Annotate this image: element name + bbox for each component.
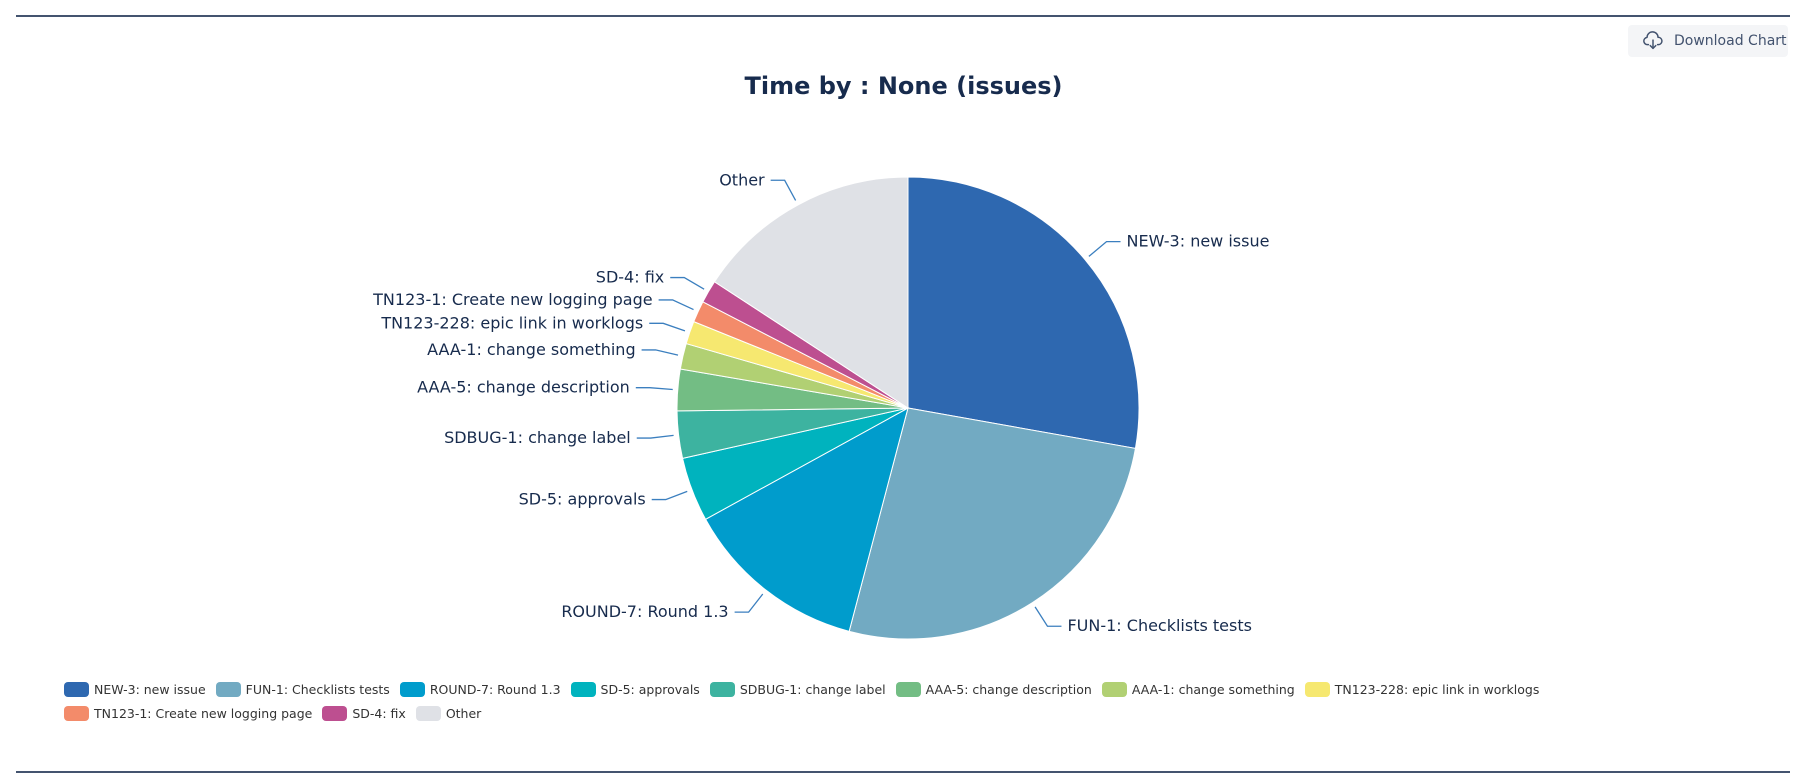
legend-label: Other [445, 705, 482, 721]
pie-slice[interactable] [704, 407, 909, 632]
slice-label: SD-5: approvals [519, 490, 646, 509]
legend-label: AAA-5: change description [925, 681, 1092, 697]
legend-label: ROUND-7: Round 1.3 [429, 681, 561, 697]
legend-swatch [709, 681, 735, 697]
legend-item[interactable]: ROUND-7: Round 1.3 [399, 680, 561, 698]
download-chart-button[interactable]: Download Chart [1628, 25, 1788, 57]
slice-label: NEW-3: new issue [1127, 232, 1270, 251]
legend-swatch [64, 681, 89, 697]
legend-label: SDBUG-1: change label [739, 681, 886, 697]
legend-label: TN123-228: epic link in worklogs [1334, 681, 1540, 697]
top-divider [16, 15, 1790, 17]
slice-label: SD-4: fix [596, 268, 664, 287]
legend-item[interactable]: NEW-3: new issue [64, 680, 206, 698]
chart-legend: NEW-3: new issue FUN-1: Checklists tests R… [64, 680, 1764, 722]
legend-item[interactable]: Other [415, 704, 482, 722]
slice-connector [641, 349, 679, 356]
cloud-download-icon [1643, 31, 1663, 50]
slice-label: TN123-228: epic link in worklogs [380, 313, 643, 332]
legend-item[interactable]: SD-4: fix [322, 704, 406, 722]
legend-label: FUN-1: Checklists tests [245, 681, 390, 697]
chart-title: Time by : None (issues) [744, 72, 1063, 100]
download-chart-label: Download Chart [1674, 33, 1787, 49]
legend-swatch [570, 681, 596, 697]
legend-item[interactable]: AAA-1: change something [1101, 680, 1295, 698]
legend-label: NEW-3: new issue [94, 681, 206, 697]
legend-swatch [322, 705, 348, 721]
pie-slice[interactable] [713, 176, 909, 409]
legend-swatch [895, 681, 921, 697]
slice-connector [651, 490, 688, 501]
pie-slice[interactable] [907, 176, 1140, 450]
slice-connector [636, 434, 674, 439]
legend-swatch [1101, 681, 1127, 697]
slice-connector [1034, 606, 1062, 627]
legend-label: SD-5: approvals [600, 681, 700, 697]
bottom-divider [16, 771, 1790, 773]
legend-item[interactable]: FUN-1: Checklists tests [215, 680, 390, 698]
legend-item[interactable]: SD-5: approvals [570, 680, 700, 698]
slice-connector [649, 322, 686, 332]
legend-item[interactable]: AAA-5: change description [895, 680, 1092, 698]
legend-item[interactable]: SDBUG-1: change label [709, 680, 886, 698]
legend-label: AAA-1: change something [1131, 681, 1295, 697]
slice-connector [734, 593, 764, 613]
pie-slice[interactable] [848, 407, 1137, 640]
slice-connector [658, 299, 694, 311]
slice-label: SDBUG-1: change label [444, 428, 631, 447]
legend-item[interactable]: TN123-228: epic link in worklogs [1304, 680, 1540, 698]
slice-label: FUN-1: Checklists tests [1067, 616, 1252, 635]
slice-connector [670, 276, 705, 290]
slice-connector [1088, 241, 1121, 257]
slice-connector [770, 179, 797, 201]
legend-label: SD-4: fix [352, 705, 406, 721]
slice-label: Other [719, 170, 765, 189]
legend-label: TN123-1: Create new logging page [94, 705, 313, 721]
legend-swatch [64, 705, 89, 721]
legend-swatch [1304, 681, 1330, 697]
slice-label: ROUND-7: Round 1.3 [561, 602, 728, 621]
legend-item[interactable]: TN123-1: Create new logging page [64, 704, 312, 722]
slice-label: AAA-1: change something [427, 340, 635, 359]
slice-label: AAA-5: change description [417, 378, 630, 397]
legend-swatch [399, 681, 425, 697]
legend-swatch [215, 681, 241, 697]
legend-swatch [415, 705, 441, 721]
slice-connector [635, 387, 673, 391]
slice-label: TN123-1: Create new logging page [372, 290, 652, 309]
